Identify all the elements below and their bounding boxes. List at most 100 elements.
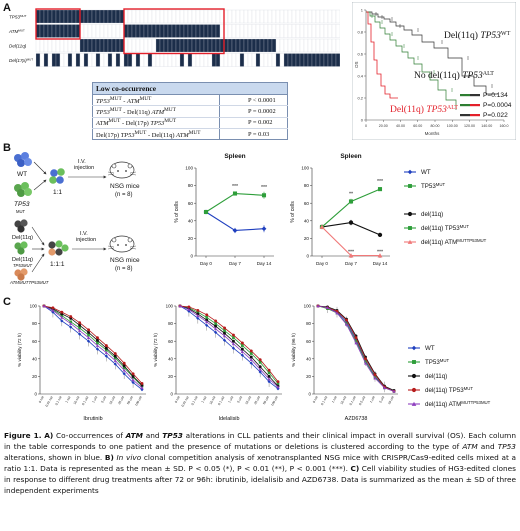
cell-mix-1 xyxy=(49,168,65,184)
oncoprint-cell xyxy=(71,53,77,67)
x-tick-label: 0.1 uM xyxy=(81,395,90,406)
x-axis-label: AZD6738 xyxy=(345,416,368,422)
oncoprint-cell xyxy=(51,38,57,53)
oncoprint-cell xyxy=(63,9,69,24)
oncoprint-cell xyxy=(127,24,133,38)
km-x-tick: 140.00 xyxy=(481,124,492,128)
data-point xyxy=(241,344,244,347)
oncoprint-cell xyxy=(115,24,121,38)
oncoprint-cell xyxy=(331,24,337,38)
data-point xyxy=(344,322,349,326)
oncoprint-cell xyxy=(131,53,137,67)
km-y-tick: 0.6 xyxy=(357,52,363,57)
label-del11q-tp53mut: TP53MUT xyxy=(13,263,33,268)
oncoprint-cell xyxy=(111,38,117,53)
y-tick-label: 0 xyxy=(306,254,309,259)
oncoprint-cell xyxy=(295,38,301,53)
oncoprint-cell xyxy=(243,38,249,53)
x-tick-label: 1 uM xyxy=(369,395,376,403)
data-point xyxy=(69,320,73,324)
data-point xyxy=(222,334,227,338)
oncoprint-cell xyxy=(199,38,205,53)
km-legend-swatch-red-2 xyxy=(470,114,480,117)
oncoprint-cell xyxy=(331,9,337,24)
oncoprint-cell xyxy=(247,53,253,67)
oncoprint-cell xyxy=(91,9,97,24)
y-axis-label: % viability (72 h) xyxy=(153,333,158,367)
oncoprint-cell xyxy=(83,9,89,24)
oncoprint-cell xyxy=(239,38,245,53)
x-tick-label: 0.1 nM xyxy=(320,395,329,406)
data-point xyxy=(113,358,117,362)
legend-label: TP53MUT xyxy=(421,182,446,190)
panel-label-c: C xyxy=(3,296,11,308)
series-line xyxy=(43,305,143,384)
oncoprint-cell xyxy=(131,38,137,53)
data-point xyxy=(335,309,339,313)
significance-label: ** xyxy=(349,191,353,197)
oncoprint-cell xyxy=(75,53,81,67)
table-row: Del(17p) TP53MUT - Del(11q) ATMMUT P = 0… xyxy=(92,128,288,141)
oncoprint-cell xyxy=(99,38,105,53)
data-point xyxy=(276,385,280,389)
oncoprint-cell xyxy=(147,53,153,67)
oncoprint-cell xyxy=(235,53,241,67)
oncoprint-cell xyxy=(115,38,121,53)
data-point xyxy=(407,239,413,244)
data-point xyxy=(51,306,55,310)
x-tick-label: 10 nM xyxy=(209,395,217,405)
oncoprint-cell xyxy=(95,53,101,67)
oncoprint-cell xyxy=(191,9,197,24)
oncoprint-cell xyxy=(179,53,185,67)
spleen-chart-2: Spleen 0 20 40 60 80 100 Day 0 Day 7 Day 14 % of c… xyxy=(290,153,390,266)
caption-b-label: B) xyxy=(104,453,114,462)
oncoprint-cell xyxy=(47,9,53,24)
oncoprint-cell xyxy=(59,53,65,67)
data-point xyxy=(69,322,73,325)
oncoprint-cell xyxy=(323,38,329,53)
oncoprint-cell xyxy=(175,24,181,38)
x-tick-label: 0 nM xyxy=(174,395,181,403)
data-point xyxy=(258,367,262,371)
oncoprint-cell xyxy=(211,53,217,67)
oncoprint-cell xyxy=(183,53,189,67)
viability-chart-idelalisib: 0 20 40 60 80 100 0 nM 0.01 nM 0.1 nM 1 nM 10 nM 0.… xyxy=(153,304,282,422)
data-point xyxy=(205,323,209,327)
data-point xyxy=(203,209,209,215)
y-tick-label: 20 xyxy=(306,374,311,379)
pair-cell: ATMMUT - Del(17p) TP53MUT xyxy=(92,117,220,129)
oncoprint-cell xyxy=(299,53,305,67)
oncoprint-cell xyxy=(135,53,141,67)
oncoprint-cell xyxy=(331,53,337,67)
x-tick-label: 5 uM xyxy=(236,395,243,403)
arrow xyxy=(33,179,47,191)
oncoprint-cell xyxy=(279,53,285,67)
data-point xyxy=(363,361,368,365)
mice-label-2: NSG mice xyxy=(110,257,140,264)
oncoprint-cell xyxy=(155,24,161,38)
p-value-cell: P < 0.0001 xyxy=(219,94,288,107)
oncoprint-cell xyxy=(167,53,173,67)
km-pvalue-2: P=0.0004 xyxy=(483,102,512,109)
oncoprint-row-label: Del(11q) xyxy=(9,44,27,49)
oncoprint-cell xyxy=(263,53,269,67)
x-tick-label: 0.5 uM xyxy=(358,395,367,406)
label-wt: WT xyxy=(17,171,27,178)
oncoprint-cell xyxy=(151,24,157,38)
caption-tp53: TP53 xyxy=(162,431,183,440)
y-tick-label: 100 xyxy=(166,304,174,309)
oncoprint-cell xyxy=(231,24,237,38)
data-point xyxy=(258,370,262,374)
x-tick-label: 0 nM xyxy=(312,395,319,403)
data-point xyxy=(95,347,100,351)
oncoprint-cell xyxy=(47,53,53,67)
oncoprint-cell xyxy=(227,38,233,53)
x-tick-label: 100 uM xyxy=(270,395,279,407)
figure-caption: Figure 1. A) Co-occurrences of ATM and T… xyxy=(4,430,516,496)
oncoprint-cell xyxy=(287,53,293,67)
oncoprint-cell xyxy=(235,24,241,38)
oncoprint-cell xyxy=(187,38,193,53)
data-point xyxy=(240,350,244,354)
oncoprint-cell xyxy=(99,53,105,67)
oncoprint-cell xyxy=(259,9,265,24)
